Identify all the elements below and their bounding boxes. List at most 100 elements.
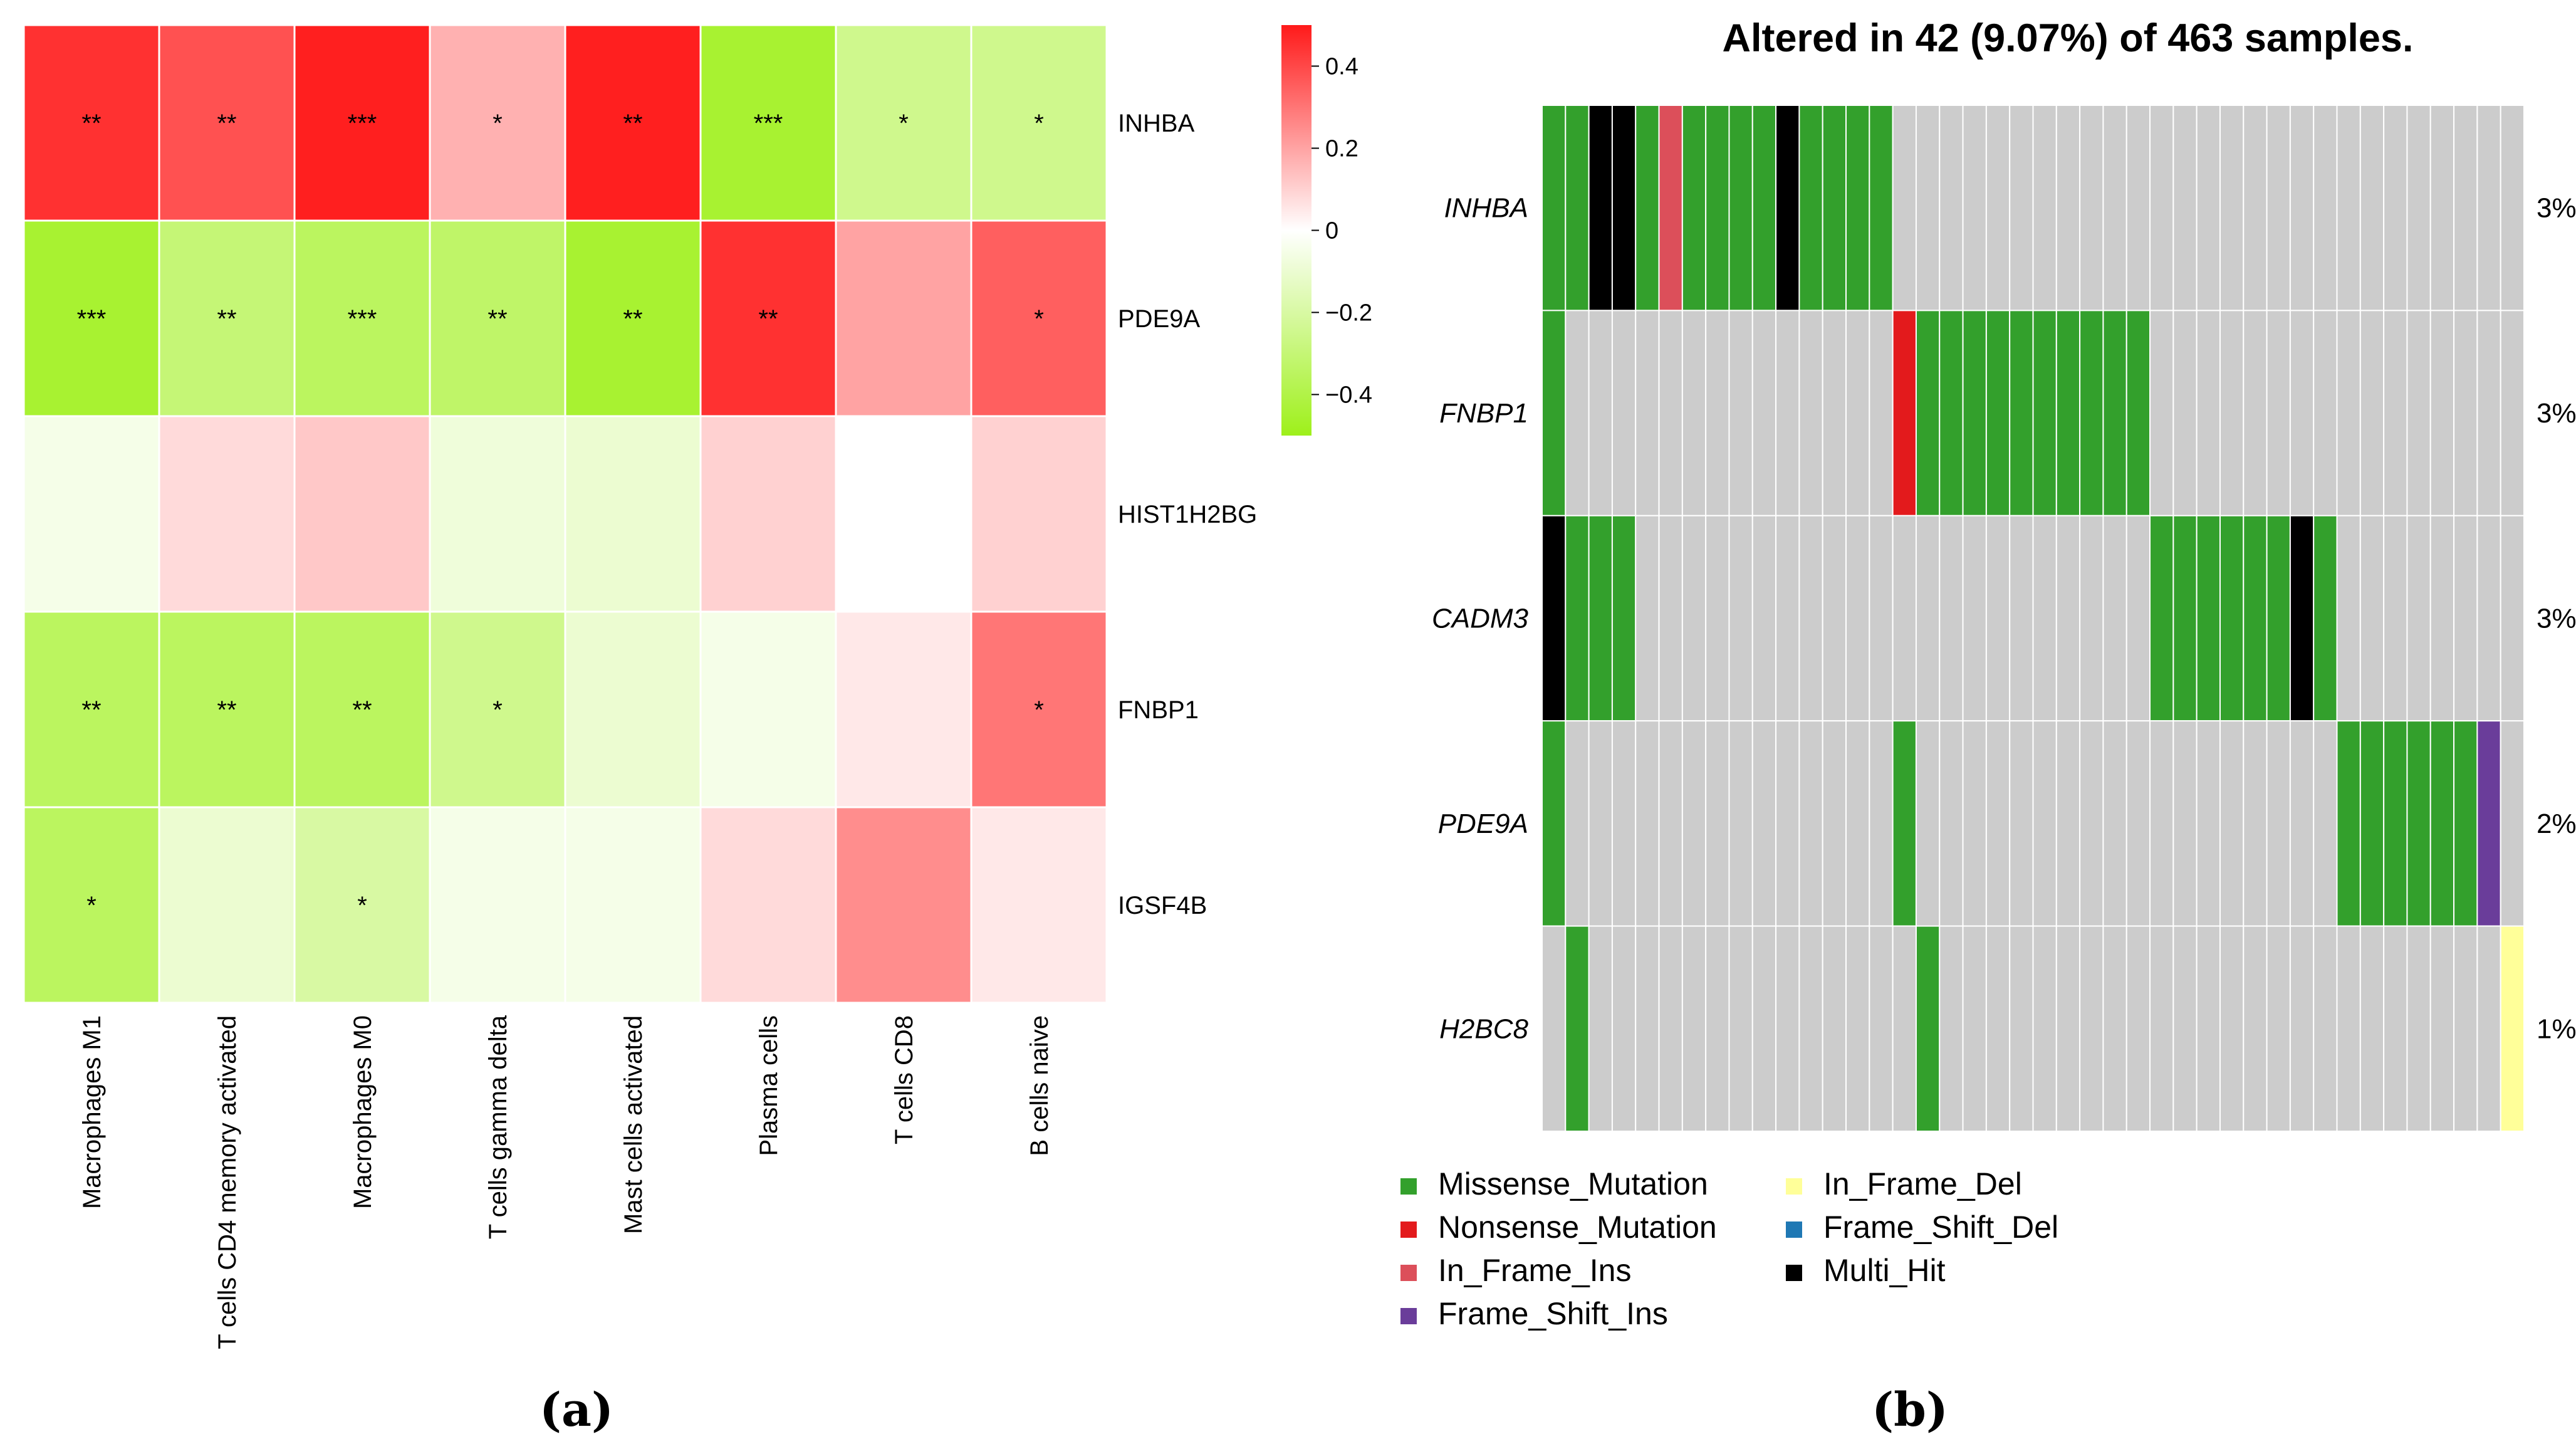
oncoplot-empty-cell bbox=[1892, 515, 1917, 722]
heatmap-cell bbox=[699, 24, 837, 222]
oncoplot-mutation-cell bbox=[2429, 720, 2455, 927]
oncoplot-empty-cell bbox=[2266, 105, 2291, 311]
legend-label: In_Frame_Ins bbox=[1438, 1253, 1631, 1288]
oncoplot-gene-label: INHBA bbox=[1444, 193, 1528, 224]
oncoplot-gene-label: CADM3 bbox=[1432, 604, 1529, 634]
oncoplot-empty-cell bbox=[1939, 515, 1964, 722]
colorbar-tick-label: 0.4 bbox=[1325, 54, 1358, 80]
heatmap-cell bbox=[293, 24, 431, 222]
oncoplot-mutation-cell bbox=[2476, 720, 2501, 927]
oncoplot-empty-cell bbox=[1962, 105, 1987, 311]
oncoplot-empty-cell bbox=[1915, 105, 1941, 311]
oncoplot-empty-cell bbox=[1892, 105, 1917, 311]
heatmap-column-label: Mast cells activated bbox=[620, 1015, 647, 1234]
heatmap-row-label: PDE9A bbox=[1118, 305, 1200, 333]
significance-label: * bbox=[899, 110, 909, 137]
oncoplot-empty-cell bbox=[2102, 925, 2127, 1132]
oncoplot-mutation-cell bbox=[1915, 310, 1941, 516]
oncoplot-empty-cell bbox=[2453, 310, 2478, 516]
oncoplot-empty-cell bbox=[1541, 925, 1567, 1132]
oncoplot-empty-cell bbox=[2359, 310, 2385, 516]
oncoplot-empty-cell bbox=[1751, 720, 1777, 927]
oncoplot-empty-cell bbox=[2500, 310, 2525, 516]
heatmap-cell bbox=[564, 415, 702, 613]
legend-swatch bbox=[1400, 1265, 1417, 1281]
heatmap-cell bbox=[970, 24, 1108, 222]
legend-label: Missense_Mutation bbox=[1438, 1166, 1708, 1201]
oncoplot-empty-cell bbox=[2476, 105, 2501, 311]
colorbar-tick-label: −0.2 bbox=[1325, 300, 1372, 327]
oncoplot-mutation-cell bbox=[1565, 925, 1590, 1132]
oncoplot-empty-cell bbox=[1775, 515, 1800, 722]
legend-label: Multi_Hit bbox=[1823, 1253, 1946, 1288]
colorbar-ticks: 0.4 0.2 0 −0.2 −0.4 bbox=[1311, 54, 1372, 409]
significance-label: ** bbox=[81, 110, 101, 137]
legend-label: Nonsense_Mutation bbox=[1438, 1210, 1717, 1245]
oncoplot-empty-cell bbox=[2032, 720, 2057, 927]
oncoplot-empty-cell bbox=[2406, 310, 2431, 516]
oncoplot-empty-cell bbox=[2032, 105, 2057, 311]
oncoplot-mutation-cell bbox=[1658, 105, 1683, 311]
oncoplot-empty-cell bbox=[1611, 310, 1637, 516]
oncoplot-empty-cell bbox=[1962, 720, 1987, 927]
oncoplot-mutation-cell bbox=[1611, 515, 1637, 722]
heatmap-cell bbox=[699, 415, 837, 613]
significance-label: ** bbox=[217, 696, 236, 724]
oncoplot-empty-cell bbox=[2219, 925, 2245, 1132]
oncoplot-empty-cell bbox=[2125, 720, 2151, 927]
oncoplot-empty-cell bbox=[1751, 310, 1777, 516]
oncoplot-mutation-cell bbox=[1588, 515, 1613, 722]
significance-label: * bbox=[86, 892, 96, 919]
oncoplot-empty-cell bbox=[2243, 310, 2268, 516]
legend-swatch bbox=[1400, 1178, 1417, 1195]
oncoplot-empty-cell bbox=[2359, 925, 2385, 1132]
oncoplot-empty-cell bbox=[2429, 105, 2455, 311]
heatmap-cell bbox=[970, 806, 1108, 1004]
oncoplot-mutation-cell bbox=[1822, 105, 1847, 311]
oncoplot-mutation-cell bbox=[2383, 720, 2408, 927]
heatmap-cell bbox=[835, 415, 973, 613]
oncoplot-mutation-cell bbox=[1565, 515, 1590, 722]
heatmap-cell bbox=[835, 610, 973, 808]
oncoplot-empty-cell bbox=[1658, 310, 1683, 516]
oncoplot-empty-cell bbox=[2476, 925, 2501, 1132]
oncoplot-mutation-cell bbox=[1751, 105, 1777, 311]
oncoplot-empty-cell bbox=[2313, 720, 2338, 927]
oncoplot-empty-cell bbox=[2383, 310, 2408, 516]
oncoplot-empty-cell bbox=[1869, 925, 1894, 1132]
oncoplot-empty-cell bbox=[1728, 515, 1753, 722]
oncoplot-empty-cell bbox=[2055, 105, 2081, 311]
oncoplot-empty-cell bbox=[2102, 515, 2127, 722]
oncoplot-empty-cell bbox=[2125, 105, 2151, 311]
legend-swatch bbox=[1400, 1221, 1417, 1238]
significance-label: * bbox=[493, 110, 503, 137]
oncoplot-empty-cell bbox=[1798, 310, 1823, 516]
oncoplot-empty-cell bbox=[2009, 925, 2034, 1132]
oncoplot-empty-cell bbox=[1775, 720, 1800, 927]
oncoplot-gene-label: H2BC8 bbox=[1439, 1013, 1528, 1044]
oncoplot-empty-cell bbox=[2429, 515, 2455, 722]
legend-swatch bbox=[1400, 1308, 1417, 1324]
oncoplot-empty-cell bbox=[1962, 925, 1987, 1132]
oncoplot-percentage: 3% bbox=[2537, 604, 2576, 634]
heatmap-cell bbox=[158, 610, 296, 808]
oncoplot-empty-cell bbox=[1775, 310, 1800, 516]
oncoplot-empty-cell bbox=[1681, 720, 1707, 927]
oncoplot-percentage: 2% bbox=[2537, 808, 2576, 839]
oncoplot-mutation-cell bbox=[2359, 720, 2385, 927]
oncoplot-empty-cell bbox=[2172, 925, 2198, 1132]
oncoplot-mutation-cell bbox=[2055, 310, 2081, 516]
significance-label: * bbox=[1034, 110, 1044, 137]
oncoplot-empty-cell bbox=[2406, 925, 2431, 1132]
oncoplot-empty-cell bbox=[2429, 310, 2455, 516]
panel-b-oncoplot: Altered in 42 (9.07%) of 463 samples. IN… bbox=[1400, 16, 2576, 1437]
oncoplot-empty-cell bbox=[1658, 925, 1683, 1132]
oncoplot-mutation-cell bbox=[1775, 105, 1800, 311]
heatmap-cell bbox=[23, 806, 160, 1004]
oncoplot-percentage: 1% bbox=[2537, 1013, 2576, 1044]
oncoplot-empty-cell bbox=[1798, 515, 1823, 722]
oncoplot-empty-cell bbox=[2359, 515, 2385, 722]
oncoplot-empty-cell bbox=[1985, 925, 2011, 1132]
oncoplot-empty-cell bbox=[2500, 105, 2525, 311]
oncoplot-empty-cell bbox=[1845, 925, 1870, 1132]
